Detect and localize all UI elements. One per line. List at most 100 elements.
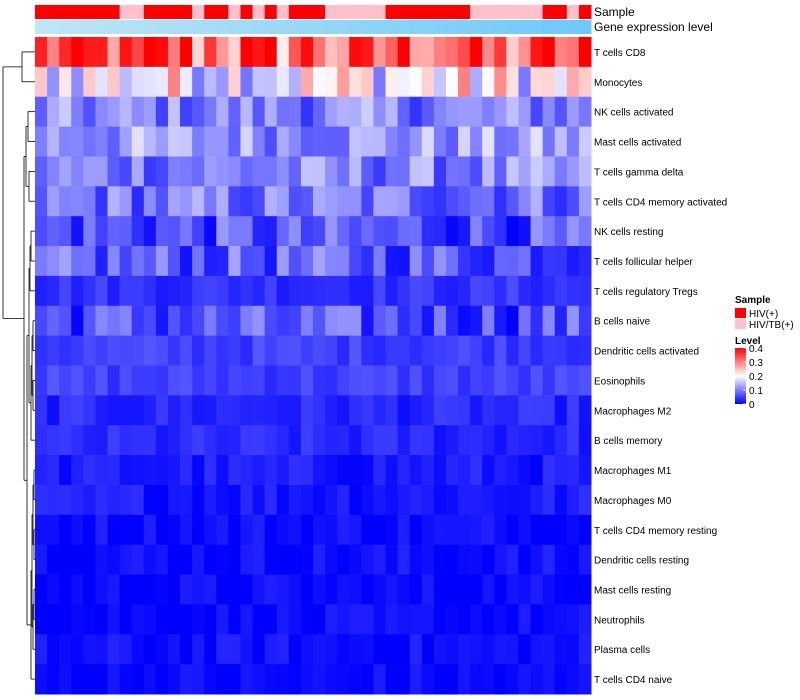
heatmap-cell (59, 574, 72, 605)
heatmap-cell (494, 126, 507, 157)
heatmap-cell (397, 335, 411, 366)
row-label: Dendritic cells resting (594, 556, 689, 567)
heatmap-cell (240, 37, 254, 68)
heatmap-cell (325, 544, 338, 576)
heatmap-cell (131, 37, 145, 68)
heatmap-cell (421, 275, 435, 307)
row-labels: T cells CD8 Monocytes NK cells activated Ma… (594, 48, 727, 686)
heatmap-cell (554, 246, 568, 277)
heatmap-cell (518, 574, 532, 605)
heatmap-cell (131, 455, 145, 486)
gene-expression-annotation-cell (506, 20, 519, 34)
heatmap-cell (71, 604, 84, 635)
heatmap-cell (95, 216, 109, 247)
heatmap-cell (216, 305, 229, 337)
heatmap-cell (180, 395, 193, 426)
heatmap-cell (506, 156, 519, 187)
heatmap-cell (228, 514, 241, 546)
heatmap-cell (494, 664, 507, 695)
heatmap-cell (421, 96, 435, 128)
heatmap-cell (83, 604, 96, 635)
heatmap-cell (566, 664, 580, 695)
heatmap-cell (300, 186, 314, 217)
heatmap-cell (445, 634, 459, 665)
heatmap-cell (325, 484, 338, 516)
heatmap-cell (167, 216, 181, 247)
heatmap-cell (35, 305, 48, 337)
gene-expression-annotation-cell (385, 20, 399, 34)
heatmap-cell (482, 484, 495, 516)
heatmap-cell (421, 216, 435, 247)
heatmap-cell (470, 216, 483, 247)
heatmap-cell (530, 365, 544, 396)
row-label: NK cells resting (594, 227, 663, 238)
heatmap-cell (59, 544, 72, 576)
gene-expression-annotation-cell (409, 20, 423, 34)
heatmap-cell (445, 96, 459, 128)
heatmap-cell (578, 395, 592, 426)
heatmap-cell (143, 275, 157, 307)
heatmap-cell (373, 186, 387, 217)
heatmap-cell (445, 37, 459, 68)
heatmap-cell (313, 544, 326, 576)
heatmap-cell (313, 335, 326, 366)
heatmap-cell (554, 574, 568, 605)
level-tick-label: 0.1 (749, 386, 763, 397)
heatmap-cell (276, 96, 290, 128)
heatmap-cell (59, 664, 72, 695)
heatmap-cell (192, 664, 205, 695)
heatmap-cell (470, 425, 483, 456)
heatmap-cell (325, 96, 338, 128)
heatmap-cell (71, 96, 84, 128)
heatmap-cell (95, 246, 109, 277)
heatmap-cell (204, 604, 217, 635)
heatmap-cell (325, 216, 338, 247)
heatmap-cell (35, 544, 48, 576)
heatmap-cell (167, 37, 181, 68)
heatmap-cell (373, 664, 387, 695)
heatmap-cell (35, 484, 48, 516)
heatmap-cell (192, 216, 205, 247)
heatmap-cell (578, 604, 592, 635)
heatmap-cell (59, 126, 72, 157)
heatmap-cell (494, 275, 507, 307)
sample-annotation-cell (107, 5, 121, 19)
heatmap-cell (554, 365, 568, 396)
heatmap-cell (131, 156, 145, 187)
heatmap-cell (180, 126, 193, 157)
sample-annotation-bar (35, 5, 592, 19)
heatmap-cells (35, 37, 592, 695)
heatmap-cell (337, 126, 350, 157)
heatmap-cell (83, 664, 96, 695)
heatmap-cell (385, 335, 399, 366)
heatmap-cell (155, 96, 169, 128)
heatmap-cell (252, 305, 266, 337)
heatmap-cell (276, 305, 290, 337)
sample-annotation-cell (47, 5, 60, 19)
heatmap-cell (337, 275, 350, 307)
heatmap-cell (482, 246, 495, 277)
heatmap-cell (192, 126, 205, 157)
heatmap-cell (192, 455, 205, 486)
heatmap-cell (35, 275, 48, 307)
heatmap-cell (458, 96, 471, 128)
heatmap-cell (397, 455, 411, 486)
heatmap-cell (240, 425, 254, 456)
sample-annotation-cell (59, 5, 72, 19)
heatmap-cell (361, 156, 374, 187)
heatmap-cell (361, 365, 374, 396)
gene-expression-annotation-cell (264, 20, 278, 34)
heatmap-cell (252, 425, 266, 456)
heatmap-cell (204, 186, 217, 217)
heatmap-cell (409, 156, 423, 187)
heatmap-cell (482, 126, 495, 157)
heatmap-cell (494, 365, 507, 396)
heatmap-cell (361, 335, 374, 366)
heatmap-cell (119, 37, 133, 68)
heatmap-cell (71, 126, 84, 157)
heatmap-cell (518, 216, 532, 247)
heatmap-cell (276, 604, 290, 635)
heatmap-cell (361, 425, 374, 456)
heatmap-cell (240, 574, 254, 605)
heatmap-cell (482, 574, 495, 605)
